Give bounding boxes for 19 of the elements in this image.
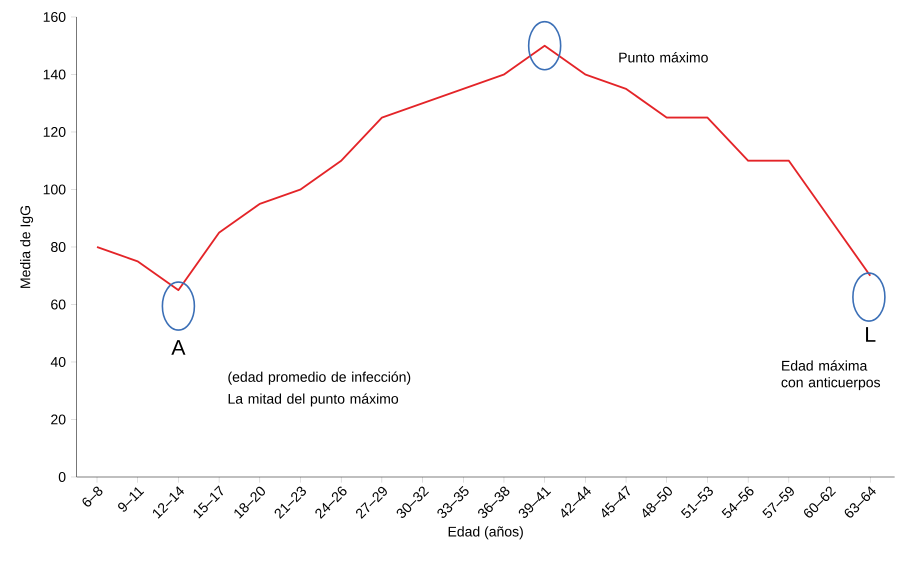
y-tick-label: 80 (51, 242, 66, 252)
y-tick-label: 160 (44, 12, 66, 22)
annotation: (edad promedio de infección) (228, 371, 410, 385)
y-tick-label: 100 (44, 184, 66, 194)
x-tick-label: 6–8 (82, 486, 102, 507)
y-tick-label: 140 (44, 70, 66, 80)
y-tick-label: 120 (44, 127, 66, 137)
y-tick-label: 40 (50, 357, 66, 367)
annotation: Punto máximo (619, 52, 708, 62)
y-tick-label: 60 (51, 300, 66, 310)
y-axis-title: Media de IgG (20, 206, 34, 288)
y-tick-label: 0 (58, 472, 66, 482)
y-tick-label: 20 (51, 414, 66, 424)
annotation: La mitad del punto máximo (228, 393, 398, 407)
x-axis-title: Edad (años) (448, 526, 523, 540)
annotation: A (171, 340, 186, 355)
line-series (96, 44, 872, 292)
annotation: Edad máxima con anticuerpos (782, 360, 880, 390)
annotation: L (866, 327, 876, 342)
